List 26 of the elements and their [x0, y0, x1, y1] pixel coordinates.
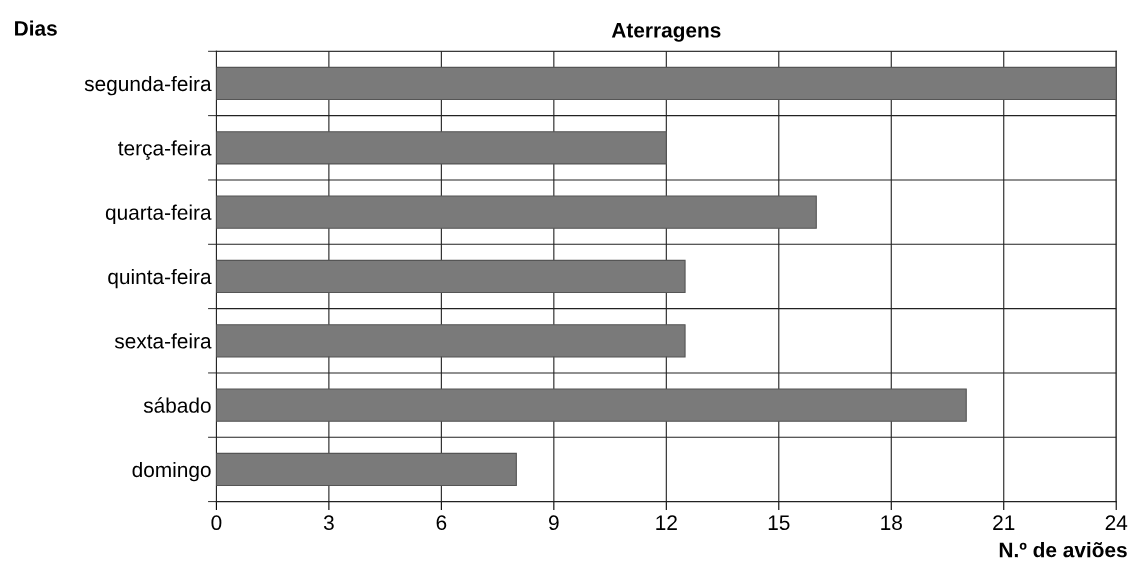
x-tick-label: 21 — [993, 515, 1015, 530]
bar — [216, 195, 817, 229]
bar — [216, 66, 1117, 101]
x-tick-label: 24 — [1105, 515, 1128, 530]
bar — [216, 452, 517, 487]
y-axis-title: Dias — [15, 20, 57, 36]
y-tick-label: sábado — [143, 397, 211, 413]
bar — [216, 131, 667, 165]
bar — [216, 259, 686, 294]
x-tick-label: 12 — [656, 515, 677, 530]
y-tick-label: sexta-feira — [114, 333, 212, 349]
y-tick-label: quinta-feira — [108, 268, 212, 289]
y-tick-label: terça-feira — [118, 140, 212, 160]
x-tick-label: 15 — [768, 515, 790, 531]
bar — [216, 324, 686, 358]
x-tick-label: 6 — [436, 515, 447, 531]
x-tick-label: 0 — [211, 515, 222, 531]
y-tick-label: domingo — [132, 461, 211, 482]
x-tick-label: 18 — [881, 515, 902, 531]
y-tick-label: segunda-feira — [84, 75, 212, 96]
x-axis-title: N.º de aviões — [999, 542, 1127, 558]
bar — [216, 388, 967, 422]
x-tick-label: 3 — [323, 515, 334, 531]
chart-title: Aterragens — [611, 23, 721, 42]
y-tick-label: quarta-feira — [105, 204, 212, 224]
x-tick-label: 9 — [549, 515, 559, 531]
